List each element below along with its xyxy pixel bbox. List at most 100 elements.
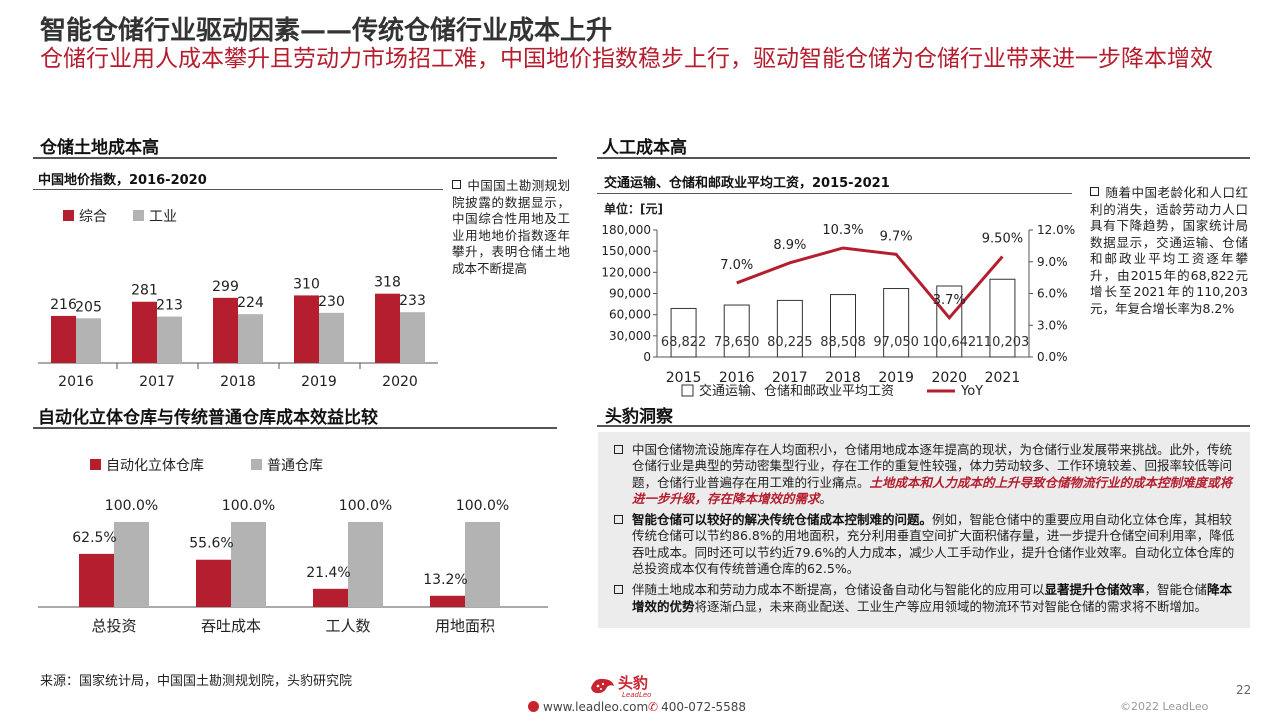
data-label: 216 (50, 297, 77, 313)
data-label: 62.5% (72, 530, 116, 546)
legend-label: 工业 (149, 209, 177, 225)
y-tick-label: 120,000 (601, 265, 651, 279)
legend-swatch (681, 384, 694, 397)
land-section-divider (33, 157, 557, 159)
land-section-title: 仓储土地成本高 (40, 138, 159, 158)
page-number: 22 (1236, 683, 1252, 697)
bar-composite (294, 295, 319, 363)
cost-comparison-chart: 自动化立体仓库 普通仓库 62.5% 100.0% 总投资 55.6% 100.0% 吞吐成本… (38, 458, 548, 635)
data-label: 310 (293, 276, 320, 292)
website-link[interactable]: www.leadleo.com (528, 700, 648, 714)
y2-tick-label: 12.0% (1037, 223, 1075, 237)
legend-label: 综合 (79, 209, 107, 225)
insight-highlight: 土地成本和人力成本的上升导致仓储物流行业的成本控制难度或将进一步升级，存在降本增… (632, 474, 1233, 506)
x-tick-label: 2021 (985, 370, 1021, 386)
data-label: 110,203 (976, 335, 1030, 350)
data-label: 318 (374, 275, 401, 291)
x-tick-label: 工人数 (325, 617, 370, 635)
bar-composite (132, 301, 157, 363)
compare-section-title: 自动化立体仓库与传统普通仓库成本效益比较 (38, 408, 378, 428)
yoy-label: 8.9% (773, 238, 806, 253)
data-label: 233 (399, 293, 426, 309)
yoy-label: 10.3% (822, 223, 863, 238)
labor-chart-title: 交通运输、仓储和邮政业平均工资，2015-2021 (604, 176, 890, 191)
wage-bar (989, 278, 1016, 358)
land-chart-title: 中国地价指数，2016-2020 (38, 173, 207, 188)
bar-automated (196, 559, 231, 607)
labor-note: 随着中国老龄化和人口红利的消失，适龄劳动力人口具有下降趋势，国家统计局数据显示，… (1090, 185, 1248, 317)
bar-automated (430, 595, 465, 607)
legend-label: 交通运输、仓储和邮政业平均工资 (699, 383, 894, 399)
data-label: 21.4% (306, 565, 350, 581)
logo-text-cn: 头豹 (618, 674, 649, 692)
bar-composite (213, 297, 238, 363)
legend-swatch (251, 459, 262, 470)
legend-swatch (90, 459, 101, 470)
bar-industrial (157, 316, 182, 363)
data-label: 88,508 (820, 335, 866, 350)
x-tick-label: 2015 (666, 370, 702, 386)
wage-bar (723, 304, 750, 358)
data-label: 100.0% (222, 498, 275, 514)
wage-bar (670, 307, 697, 358)
data-label: 100,642 (922, 335, 976, 350)
bar-automated (79, 553, 114, 607)
y2-tick-label: 6.0% (1037, 287, 1068, 301)
y-tick-label: 150,000 (601, 244, 651, 258)
wage-bar (936, 285, 963, 358)
data-label: 80,225 (767, 335, 813, 350)
x-tick-label: 2016 (58, 374, 94, 390)
y-tick-label: 60,000 (609, 308, 651, 322)
checkbox-bullet-icon (614, 445, 623, 454)
bar-industrial (76, 318, 101, 363)
legend-label: 普通仓库 (267, 458, 323, 474)
insight-section-divider (597, 425, 1250, 427)
data-label: 73,650 (714, 335, 760, 350)
legend-swatch (63, 210, 74, 221)
data-label: 100.0% (456, 498, 509, 514)
logo-text-en: LeadLeo (622, 691, 652, 699)
checkbox-bullet-icon (614, 585, 623, 595)
insight-item: 伴随土地成本和劳动力成本不断提高，仓储设备自动化与智能化的应用可以显著提升仓储效… (614, 582, 1236, 615)
x-tick-label: 2019 (301, 374, 337, 390)
bar-industrial (400, 312, 425, 363)
land-chart-divider (33, 189, 443, 190)
x-tick-label: 2017 (772, 370, 808, 386)
x-tick-label: 2018 (825, 370, 861, 386)
labor-section-title: 人工成本高 (602, 138, 687, 158)
checkbox-bullet-icon (1090, 187, 1099, 196)
legend-swatch (133, 210, 144, 221)
data-label: 100.0% (105, 498, 158, 514)
insight-panel: 中国仓储物流设施库存在人均面积小，仓储用地成本逐年提高的现状，为仓储行业发展带来… (598, 432, 1250, 628)
data-label: 13.2% (423, 572, 467, 588)
labor-section-divider (597, 157, 1250, 159)
y-tick-label: 30,000 (609, 329, 651, 343)
data-label: 68,822 (661, 335, 707, 350)
x-tick-label: 吞吐成本 (201, 617, 261, 635)
data-label: 55.6% (189, 536, 233, 552)
x-tick-label: 2016 (719, 370, 755, 386)
leopard-logo-icon (591, 678, 614, 694)
yoy-label: 7.0% (720, 258, 753, 273)
globe-icon (528, 701, 539, 712)
data-label: 224 (237, 295, 264, 311)
data-label: 205 (75, 299, 102, 315)
bar-ordinary (465, 522, 500, 607)
leadleo-logo: 头豹 LeadLeo (588, 672, 688, 700)
x-tick-label: 2020 (931, 370, 967, 386)
page-title: 智能仓储行业驱动因素——传统仓储行业成本上升 (40, 16, 613, 46)
source-note: 来源：国家统计局，中国国土勘测规划院，头豹研究院 (40, 674, 353, 689)
y2-tick-label: 0.0% (1037, 350, 1068, 364)
page-subtitle: 仓储行业用人成本攀升且劳动力市场招工难，中国地价指数稳步上行，驱动智能仓储为仓储… (40, 46, 1213, 72)
yoy-label: 9.50% (982, 231, 1023, 246)
phone-icon: ✆ (648, 700, 659, 714)
x-tick-label: 用地面积 (435, 617, 495, 635)
legend-label: 自动化立体仓库 (106, 458, 204, 474)
x-tick-label: 2017 (139, 374, 175, 390)
yoy-label: 9.7% (880, 229, 913, 244)
insight-item: 中国仓储物流设施库存在人均面积小，仓储用地成本逐年提高的现状，为仓储行业发展带来… (614, 442, 1236, 507)
phone-contact[interactable]: ✆ 400-072-5588 (648, 700, 747, 714)
checkbox-bullet-icon (614, 515, 623, 525)
data-label: 100.0% (339, 498, 392, 514)
